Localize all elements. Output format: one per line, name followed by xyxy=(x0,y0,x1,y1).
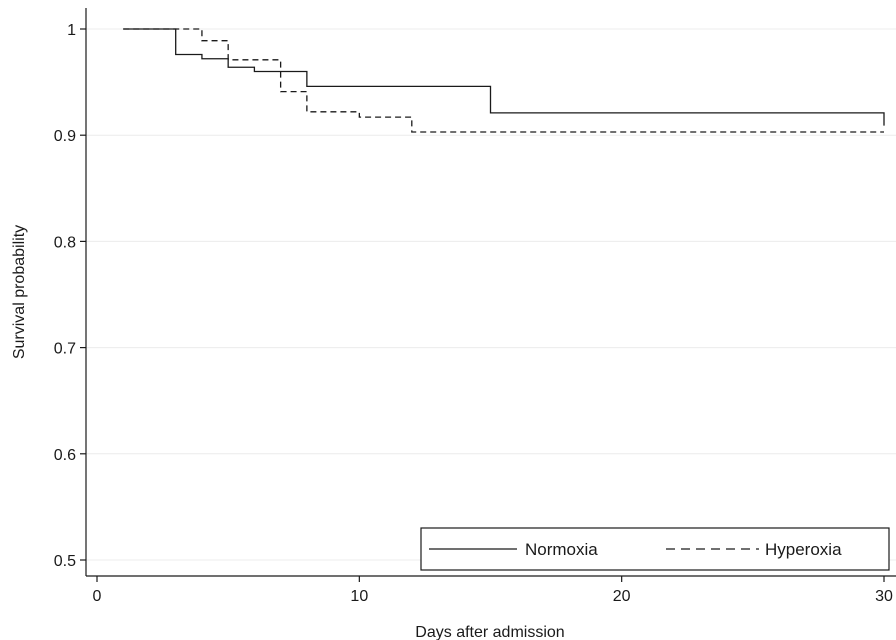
legend-label-normoxia: Normoxia xyxy=(525,540,598,559)
series-line-normoxia xyxy=(123,28,885,126)
legend-box xyxy=(420,527,890,571)
axes: 0.50.60.70.80.910 10 20 30 xyxy=(54,8,896,605)
x-tick-label: 0 xyxy=(93,588,102,605)
y-tick-label: 0.9 xyxy=(54,128,76,145)
x-tick-label: 30 xyxy=(875,588,893,605)
axis-labels: Days after admission Survival probability xyxy=(11,225,565,640)
series-lines xyxy=(123,28,885,133)
y-tick-label: 1 xyxy=(67,22,76,39)
series-line-hyperoxia xyxy=(123,28,884,133)
x-axis-label: Days after admission xyxy=(415,624,564,640)
y-tick-label: 0.7 xyxy=(54,341,76,358)
y-tick-label: 0.8 xyxy=(54,234,76,251)
y-axis-label: Survival probability xyxy=(11,225,28,359)
x-tick-label: 10 xyxy=(350,588,368,605)
x-tick-label: 20 xyxy=(613,588,631,605)
legend-label-hyperoxia: Hyperoxia xyxy=(765,540,842,559)
y-tick-label: 0.6 xyxy=(54,447,76,464)
y-tick-label: 0.5 xyxy=(54,553,76,570)
legend: Normoxia Hyperoxia xyxy=(420,527,890,571)
